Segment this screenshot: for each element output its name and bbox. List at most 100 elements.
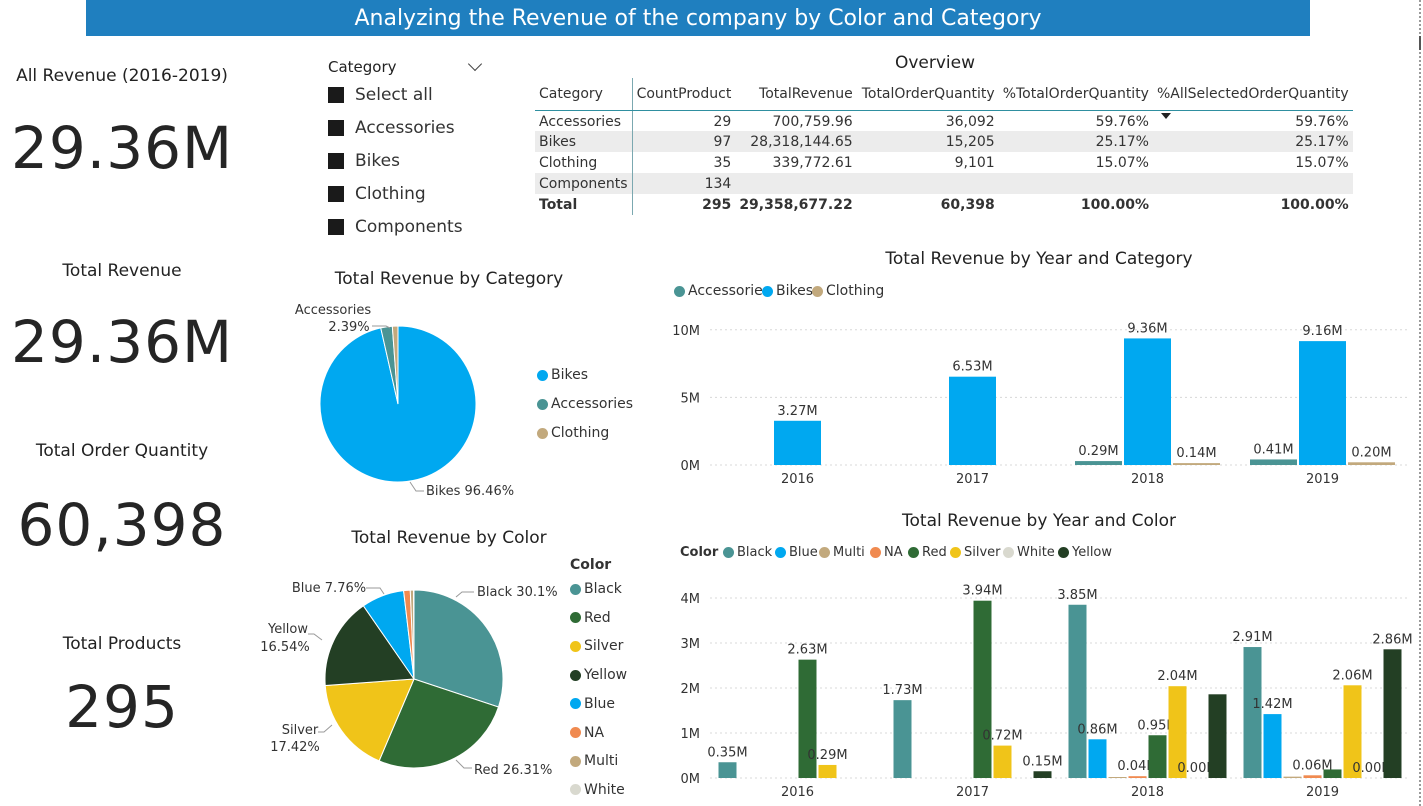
- leader-line: [372, 325, 391, 329]
- scroll-indicator[interactable]: [1413, 36, 1421, 50]
- table-row: Bikes 97 28,318,144.65 15,205 25.17% 25.…: [535, 131, 1353, 152]
- table-cell: [735, 173, 857, 194]
- slicer-item-components[interactable]: Components: [328, 210, 488, 243]
- y-tick-label: 0M: [681, 459, 701, 474]
- checkbox-icon[interactable]: [328, 86, 344, 103]
- legend-item-multi[interactable]: Multi: [570, 753, 618, 769]
- checkbox-icon[interactable]: [328, 119, 344, 136]
- bar-accessories-2018: [1075, 461, 1122, 465]
- legend-item-silver[interactable]: Silver: [950, 545, 1001, 560]
- legend-item-yellow[interactable]: Yellow: [570, 667, 627, 683]
- bar-red-2017: [973, 600, 992, 778]
- legend-dot: [570, 727, 581, 738]
- table-cell: 295: [702, 196, 732, 213]
- data-label: 0.86M: [1077, 722, 1117, 737]
- data-label: 0.72M: [982, 729, 1022, 744]
- legend-label: White: [584, 781, 625, 798]
- legend-dot: [537, 398, 548, 410]
- legend-dot: [537, 369, 548, 381]
- legend-dot: [570, 784, 581, 796]
- column-header-total-revenue[interactable]: TotalRevenue: [735, 78, 857, 111]
- data-label: 3.94M: [962, 584, 1002, 599]
- slice-label-accessories-pct: 2.39%: [328, 320, 369, 335]
- table-cell: 28,318,144.65: [735, 131, 857, 152]
- color-pie-slice-black: [413, 589, 504, 708]
- data-label: 0.95M: [1137, 718, 1177, 733]
- data-label: 0.00M: [1177, 761, 1217, 776]
- legend-item-bikes[interactable]: Bikes: [762, 283, 813, 299]
- legend-dot: [570, 698, 581, 710]
- legend-item-black[interactable]: Black: [723, 545, 772, 560]
- bar-yellow-2018: [1208, 694, 1227, 778]
- table-cell: Total: [535, 194, 633, 215]
- legend-item-blue[interactable]: Blue: [775, 545, 818, 560]
- bar-red-2016: [798, 659, 817, 778]
- table-cell: 29,358,677.22: [739, 196, 853, 213]
- legend-item-yellow[interactable]: Yellow: [1058, 545, 1112, 560]
- slicer-item-clothing[interactable]: Clothing: [328, 177, 488, 210]
- legend-item-accessories[interactable]: Accessories: [674, 283, 770, 299]
- color-pie-slice-yellow: [324, 605, 415, 687]
- x-tick-label: 2017: [956, 472, 989, 487]
- slice-label-silver-pct: 17.42%: [270, 740, 320, 755]
- legend-item-multi[interactable]: Multi: [819, 545, 865, 560]
- slicer-item-select-all[interactable]: Select all: [328, 78, 488, 111]
- year-category-title: Total Revenue by Year and Category: [885, 249, 1193, 269]
- checkbox-icon[interactable]: [328, 185, 344, 202]
- data-label: 2.86M: [1372, 632, 1412, 647]
- table-cell: [998, 173, 1153, 194]
- legend-item-red[interactable]: Red: [908, 545, 947, 560]
- table-cell: Bikes: [535, 131, 633, 152]
- legend-dot: [1058, 547, 1069, 558]
- legend-item-bikes[interactable]: Bikes: [537, 367, 588, 383]
- checkbox-icon[interactable]: [328, 218, 344, 235]
- legend-item-na[interactable]: NA: [870, 545, 903, 560]
- bar-bikes-2016: [774, 420, 821, 465]
- slice-label-yellow-pct: 16.54%: [260, 640, 310, 655]
- legend-item-silver[interactable]: Silver: [570, 638, 623, 654]
- data-label: 0.35M: [707, 745, 747, 760]
- legend-label: Clothing: [826, 283, 885, 299]
- column-header-category[interactable]: Category: [535, 78, 633, 111]
- legend-label: Accessories: [551, 396, 634, 412]
- slicer-item-accessories[interactable]: Accessories: [328, 111, 488, 144]
- legend-item-white[interactable]: White: [570, 782, 625, 798]
- legend-item-accessories[interactable]: Accessories: [537, 396, 633, 412]
- legend-item-na[interactable]: NA: [570, 725, 604, 741]
- sort-descending-icon[interactable]: [1160, 112, 1171, 119]
- slice-label-silver: Silver: [282, 723, 319, 738]
- y-tick-label: 2M: [681, 682, 701, 697]
- year-color-bar-chart: 0M 1M 2M 3M 4M 0.35M 2.63M 0.29M 2016 1.73M 3.94M 0…: [681, 584, 1413, 800]
- checkbox-icon[interactable]: [328, 152, 344, 169]
- legend-item-white[interactable]: White: [1003, 545, 1055, 560]
- legend-label: Yellow: [584, 667, 628, 684]
- bar-yellow-2017: [1033, 771, 1052, 778]
- legend-label: Red: [922, 545, 947, 560]
- slicer-header[interactable]: Category: [328, 56, 488, 78]
- bar-black-2017: [893, 700, 912, 778]
- bar-accessories-2019: [1250, 459, 1297, 465]
- table-row: Accessories 29 700,759.96 36,092 59.76% …: [535, 110, 1353, 131]
- legend-label: Black: [584, 581, 622, 597]
- legend-item-red[interactable]: Red: [570, 610, 611, 626]
- table-total-row: Total 295 29,358,677.22 60,398 100.00% 1…: [535, 194, 1353, 215]
- legend-item-black[interactable]: Black: [570, 581, 622, 597]
- column-header-pct-order-quantity[interactable]: %TotalOrderQuantity: [998, 78, 1153, 111]
- legend-item-clothing[interactable]: Clothing: [812, 283, 884, 299]
- data-label: 0.14M: [1176, 446, 1216, 461]
- legend-item-clothing[interactable]: Clothing: [537, 425, 609, 441]
- legend-item-blue[interactable]: Blue: [570, 696, 615, 712]
- slicer-item-bikes[interactable]: Bikes: [328, 144, 488, 177]
- slicer-item-label: Accessories: [355, 117, 455, 138]
- data-label: 3.85M: [1057, 588, 1097, 603]
- overview-table: Category CountProduct TotalRevenue Total…: [535, 78, 1353, 215]
- column-header-pct-all-selected[interactable]: %AllSelectedOrderQuantity: [1152, 78, 1353, 119]
- legend-label: White: [1017, 545, 1055, 560]
- kpi-order-quantity-label: Total Order Quantity: [35, 441, 209, 461]
- overview-title: Overview: [894, 53, 976, 73]
- legend-dot: [570, 640, 581, 652]
- chevron-down-icon[interactable]: [467, 56, 483, 72]
- column-header-total-order-quantity[interactable]: TotalOrderQuantity: [856, 78, 999, 111]
- slice-label-yellow: Yellow: [267, 622, 308, 637]
- column-header-count-product[interactable]: CountProduct: [632, 78, 736, 111]
